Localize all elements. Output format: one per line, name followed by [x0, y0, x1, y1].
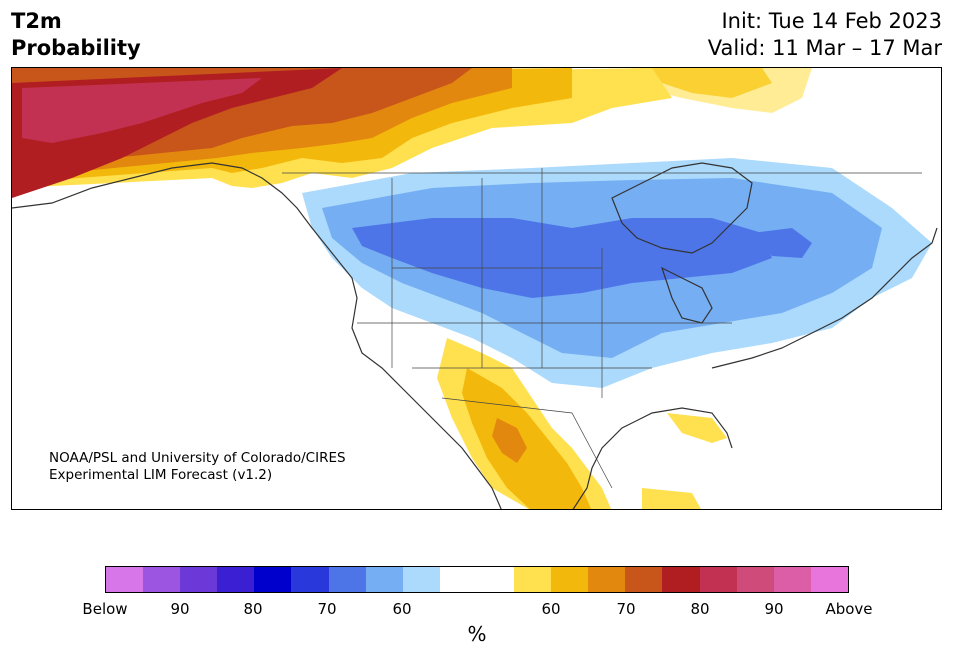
colorbar-tick-label: 90	[764, 600, 784, 618]
colorbar-tick-label: Below	[82, 600, 128, 618]
warm-caribbean	[642, 488, 701, 509]
colorbar-cell	[291, 567, 329, 592]
colorbar-cell	[143, 567, 181, 592]
title-line2: Probability	[11, 36, 141, 60]
colorbar-cell	[476, 567, 515, 592]
credit-line1: NOAA/PSL and University of Colorado/CIRE…	[49, 450, 346, 466]
colorbar-tick-label: 80	[243, 600, 263, 618]
warm-region-85	[22, 78, 262, 143]
colorbar-cell	[402, 567, 440, 592]
warm-mex-70	[492, 418, 527, 463]
colorbar-cell	[217, 567, 255, 592]
colorbar-cell	[254, 567, 292, 592]
credit-text: NOAA/PSL and University of Colorado/CIRE…	[49, 450, 346, 484]
coastlines	[12, 162, 938, 509]
map-canvas	[12, 68, 941, 509]
valid-range: Valid: 11 Mar – 17 Mar	[707, 36, 942, 60]
colorbar-tick-label: 70	[616, 600, 636, 618]
probability-map	[11, 67, 942, 510]
colorbar	[105, 566, 849, 593]
borders	[282, 168, 922, 489]
cold-region-70-east	[752, 228, 812, 258]
colorbar-cell	[736, 567, 774, 592]
warm-florida	[667, 413, 727, 443]
colorbar-cell	[662, 567, 700, 592]
colorbar-tick-label: 60	[392, 600, 412, 618]
colorbar-tick-label: 90	[170, 600, 190, 618]
colorbar-cell	[180, 567, 218, 592]
init-date: Init: Tue 14 Feb 2023	[721, 9, 942, 33]
colorbar-cell	[810, 567, 848, 592]
colorbar-cell	[551, 567, 589, 592]
colorbar-cell	[625, 567, 663, 592]
colorbar-cell	[106, 567, 144, 592]
colorbar-cell	[365, 567, 403, 592]
colorbar-cell	[514, 567, 552, 592]
colorbar-cell	[328, 567, 366, 592]
colorbar-tick-label: 60	[541, 600, 561, 618]
title-line1: T2m	[11, 9, 62, 33]
map-title: T2m Probability	[11, 8, 141, 62]
warm-region-hudson-outer	[632, 68, 812, 113]
colorbar-tick-label: 80	[690, 600, 710, 618]
warm-mex-65	[462, 368, 592, 509]
credit-line2: Experimental LIM Forecast (v1.2)	[49, 467, 273, 483]
forecast-dates: Init: Tue 14 Feb 2023 Valid: 11 Mar – 17…	[708, 8, 942, 62]
colorbar-cell	[699, 567, 737, 592]
colorbar-unit: %	[467, 622, 487, 646]
colorbar-cell	[773, 567, 811, 592]
colorbar-cell	[439, 567, 477, 592]
colorbar-cell	[588, 567, 626, 592]
cold-region-70	[352, 218, 772, 298]
colorbar-tick-label: Above	[825, 600, 873, 618]
colorbar-tick-label: 70	[317, 600, 337, 618]
